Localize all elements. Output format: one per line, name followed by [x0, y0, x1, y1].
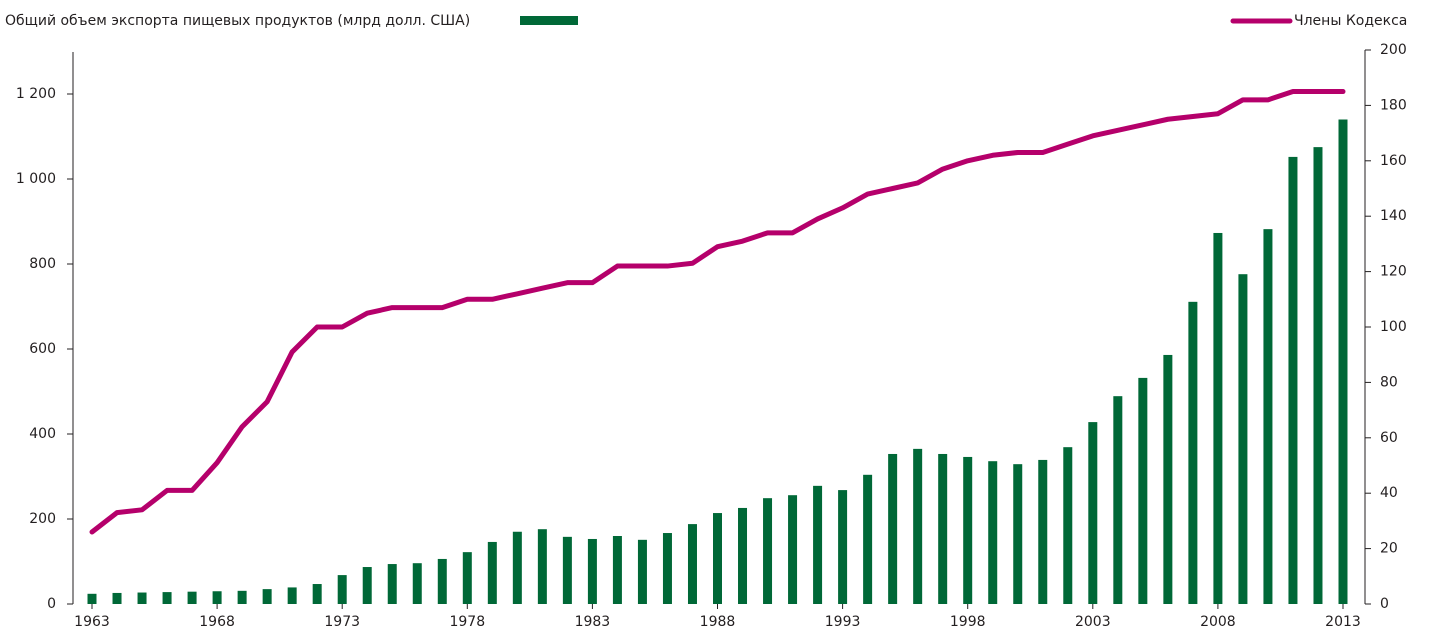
x-tick-label: 2003: [1075, 614, 1111, 630]
y2-tick-label: 140: [1380, 208, 1407, 224]
bar: [363, 567, 372, 604]
bar: [888, 454, 897, 604]
bar: [1313, 147, 1322, 604]
bar: [563, 537, 572, 604]
bar: [88, 594, 97, 604]
bar: [463, 552, 472, 604]
y2-tick-label: 40: [1380, 485, 1398, 501]
y-tick-label: 0: [47, 596, 56, 612]
bar: [438, 559, 447, 604]
bar: [838, 490, 847, 604]
bar: [288, 587, 297, 604]
bar: [1263, 229, 1272, 604]
bar: [763, 498, 772, 604]
bar: [688, 524, 697, 604]
y2-tick-label: 120: [1380, 264, 1407, 280]
bar: [138, 593, 147, 604]
x-tick-label: 1998: [950, 614, 986, 630]
bar: [263, 589, 272, 604]
y2-tick-label: 180: [1380, 97, 1407, 113]
x-tick-label: 1963: [74, 614, 110, 630]
legend-label: Члены Кодекса: [1294, 13, 1407, 29]
bar: [813, 486, 822, 604]
bar: [188, 592, 197, 604]
bar: [938, 454, 947, 604]
bar: [513, 532, 522, 604]
bar: [913, 449, 922, 604]
bar: [663, 533, 672, 604]
x-tick-label: 1978: [449, 614, 485, 630]
bar: [413, 563, 422, 604]
bar: [1288, 157, 1297, 604]
bar: [1163, 355, 1172, 604]
legend-swatch-bar: [520, 16, 578, 25]
bar: [738, 508, 747, 604]
y2-tick-label: 60: [1380, 430, 1398, 446]
bar: [963, 457, 972, 604]
bar: [1213, 233, 1222, 604]
x-tick-label: 1983: [575, 614, 611, 630]
chart: Общий объем экспорта пищевых продуктов (…: [0, 0, 1432, 634]
x-tick-label: 1968: [199, 614, 235, 630]
y-tick-label: 200: [29, 511, 56, 527]
bar: [1038, 460, 1047, 604]
bar: [1339, 120, 1348, 605]
bar: [1113, 396, 1122, 604]
y-tick-label: 600: [29, 341, 56, 357]
bar: [988, 461, 997, 604]
bar: [338, 575, 347, 604]
legend-label: Общий объем экспорта пищевых продуктов (…: [5, 13, 470, 29]
bar: [788, 495, 797, 604]
y2-tick-label: 200: [1380, 42, 1407, 58]
bar: [638, 540, 647, 604]
bar: [113, 593, 122, 604]
y2-tick-label: 100: [1380, 319, 1407, 335]
bar: [613, 536, 622, 604]
bar: [388, 564, 397, 604]
bar: [538, 529, 547, 604]
y2-tick-label: 80: [1380, 374, 1398, 390]
bar: [488, 542, 497, 604]
bar: [163, 592, 172, 604]
x-tick-label: 1973: [324, 614, 360, 630]
y2-tick-label: 160: [1380, 153, 1407, 169]
y2-tick-label: 20: [1380, 541, 1398, 557]
bar: [1188, 302, 1197, 604]
y-tick-label: 1 000: [16, 171, 56, 187]
x-tick-label: 2013: [1325, 614, 1361, 630]
bar: [213, 591, 222, 604]
bar: [713, 513, 722, 604]
x-tick-label: 1988: [700, 614, 736, 630]
bar: [1138, 378, 1147, 604]
bar: [1063, 447, 1072, 604]
y-tick-label: 800: [29, 256, 56, 272]
bar: [313, 584, 322, 604]
line: [92, 92, 1343, 532]
y-tick-label: 1 200: [16, 86, 56, 102]
y2-tick-label: 0: [1380, 596, 1389, 612]
bar: [1013, 464, 1022, 604]
x-tick-label: 1993: [825, 614, 861, 630]
x-tick-label: 2008: [1200, 614, 1236, 630]
bar: [238, 591, 247, 604]
bar: [1088, 422, 1097, 604]
bar: [588, 539, 597, 604]
y-tick-label: 400: [29, 426, 56, 442]
bar: [863, 475, 872, 604]
bar: [1238, 274, 1247, 604]
